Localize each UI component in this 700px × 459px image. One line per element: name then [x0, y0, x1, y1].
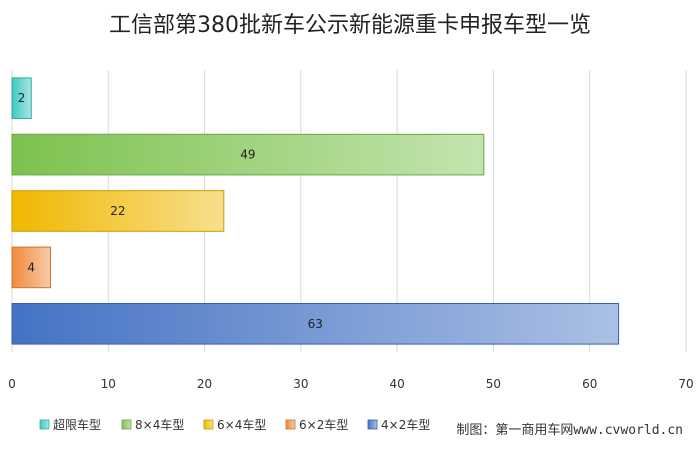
legend-swatch: [39, 419, 50, 430]
x-tick-label: 0: [8, 377, 16, 391]
legend-swatch: [367, 419, 378, 430]
data-label: 49: [240, 148, 255, 162]
legend-item[interactable]: 8×4车型: [121, 417, 184, 432]
data-label: 4: [27, 260, 35, 274]
legend-label: 超限车型: [53, 417, 101, 432]
data-label: 2: [18, 91, 26, 105]
x-tick-label: 70: [678, 377, 693, 391]
legend-swatch: [285, 419, 296, 430]
legend-item[interactable]: 6×4车型: [203, 417, 266, 432]
x-tick-label: 30: [293, 377, 308, 391]
legend-label: 8×4车型: [135, 417, 184, 432]
legend-item[interactable]: 超限车型: [39, 417, 101, 432]
x-tick-label: 20: [197, 377, 212, 391]
bar: [11, 246, 52, 289]
x-tick-label: 50: [486, 377, 501, 391]
x-tick-label: 60: [582, 377, 597, 391]
data-label: 22: [110, 204, 125, 218]
legend-item[interactable]: 4×2车型: [367, 417, 430, 432]
bar: [11, 190, 225, 232]
source-note: 制图：第一商用车网www.cvworld.cn: [456, 422, 683, 438]
legend-swatch: [121, 419, 132, 430]
x-tick-label: 10: [101, 377, 116, 391]
chart-title: 工信部第380批新车公示新能源重卡申报车型一览: [109, 13, 591, 38]
x-tick-label: 40: [390, 377, 405, 391]
legend-label: 6×4车型: [217, 417, 266, 432]
bar: [11, 133, 485, 176]
bar: [11, 77, 32, 120]
legend-item[interactable]: 6×2车型: [285, 417, 348, 432]
legend-label: 6×2车型: [299, 417, 348, 432]
bar: [11, 302, 620, 345]
data-label: 63: [308, 317, 323, 331]
legend-swatch: [203, 419, 214, 430]
legend-label: 4×2车型: [381, 417, 430, 432]
